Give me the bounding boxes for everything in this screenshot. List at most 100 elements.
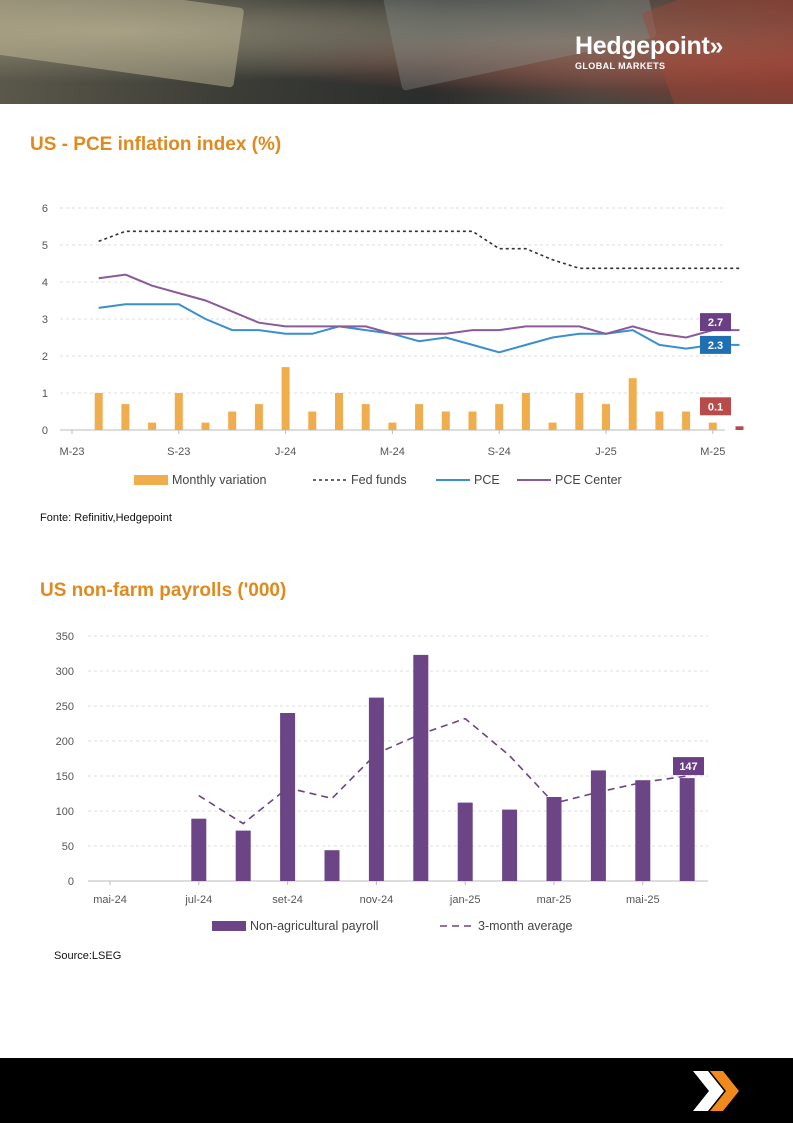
bar (148, 422, 157, 430)
value-callout (700, 335, 731, 354)
chart-1-source: Fonte: Refinitiv,Hedgepoint (40, 512, 172, 524)
y-tick-label: 350 (56, 631, 74, 643)
x-tick-label: J-24 (275, 446, 296, 458)
y-tick-label: 2 (42, 351, 48, 363)
legend-label: PCE Center (555, 473, 622, 487)
y-tick-label: 300 (56, 666, 74, 678)
series-line (98, 303, 740, 354)
bar (575, 393, 584, 430)
bar (602, 404, 610, 430)
bar (254, 404, 263, 430)
legend-label: PCE (474, 473, 500, 487)
chart-2-source: Source:LSEG (54, 950, 122, 962)
x-tick-label: nov-24 (360, 894, 394, 906)
x-tick-label: set-24 (272, 894, 303, 906)
legend-swatch (212, 921, 246, 931)
x-tick-label: jan-25 (449, 894, 481, 906)
bar (655, 411, 664, 430)
y-tick-label: 6 (42, 203, 48, 215)
bar (521, 393, 530, 430)
series-line (198, 717, 688, 825)
bar (548, 422, 557, 430)
legend-label: Monthly variation (172, 473, 267, 487)
bar (546, 797, 562, 881)
chart-2-title: US non-farm payrolls ('000) (40, 580, 287, 601)
legend-swatch (134, 475, 168, 485)
footer-bar (0, 1058, 793, 1123)
payrolls-chart: 0 50 100 150 200 250 300 350 mai-24 jul-24 set-24 n… (56, 631, 708, 933)
x-tick-label: M-24 (380, 446, 405, 458)
bar (281, 367, 290, 430)
bar (368, 697, 384, 881)
value-callout (700, 397, 731, 416)
x-tick-label: mar-25 (537, 894, 572, 906)
bar (121, 404, 130, 430)
bar (235, 830, 251, 881)
y-tick-label: 100 (56, 806, 74, 818)
bar (635, 780, 651, 881)
bar (388, 422, 397, 430)
bar (324, 850, 340, 881)
brand-name: Hedgepoint (575, 32, 710, 60)
bar (361, 404, 370, 430)
value-callout-label: 2.3 (708, 340, 723, 352)
bar (682, 411, 691, 430)
x-tick-label: mai-25 (626, 894, 660, 906)
hedgepoint-chevron-icon (693, 1071, 739, 1111)
bar (590, 770, 606, 881)
bar (679, 778, 695, 881)
bar (708, 422, 717, 430)
y-tick-label: 150 (56, 771, 74, 783)
x-tick-label: S-23 (167, 446, 190, 458)
bar (335, 393, 343, 430)
x-tick-label: M-23 (59, 446, 84, 458)
legend-label: 3-month average (478, 919, 573, 933)
value-callout (673, 757, 704, 776)
x-tick-label: mai-24 (93, 894, 127, 906)
bar (280, 713, 296, 881)
series-line (98, 273, 740, 339)
bar (735, 426, 744, 430)
y-tick-label: 50 (62, 841, 74, 853)
bar (201, 422, 210, 430)
bar (441, 411, 450, 430)
brand-logo: Hedgepoint» GLOBAL MARKETS (575, 32, 723, 71)
bar (457, 802, 473, 881)
bar (468, 411, 477, 430)
bar (228, 411, 237, 430)
x-tick-label: M-25 (700, 446, 725, 458)
bar (413, 654, 429, 881)
chart-1-title: US - PCE inflation index (%) (30, 134, 282, 155)
y-tick-label: 0 (68, 876, 74, 888)
y-tick-label: 1 (42, 388, 48, 400)
banknote-decoration (0, 0, 245, 88)
y-tick-label: 0 (42, 425, 48, 437)
bar (502, 809, 518, 881)
legend-label: Fed funds (351, 473, 407, 487)
x-tick-label: jul-24 (184, 894, 212, 906)
bar (94, 393, 103, 430)
y-tick-label: 250 (56, 701, 74, 713)
header-banner: Hedgepoint» GLOBAL MARKETS (0, 0, 793, 104)
value-callout-label: 147 (679, 761, 697, 773)
value-callout (700, 313, 731, 332)
bar (628, 378, 637, 430)
bar (415, 404, 424, 430)
value-callout-label: 0.1 (708, 401, 723, 413)
legend-label: Non-agricultural payroll (250, 919, 379, 933)
x-tick-label: J-25 (595, 446, 616, 458)
y-tick-label: 3 (42, 314, 48, 326)
value-callout-label: 2.7 (708, 317, 723, 329)
y-tick-label: 200 (56, 736, 74, 748)
bar (191, 818, 207, 881)
bar (495, 404, 504, 430)
y-tick-label: 5 (42, 240, 48, 252)
brand-tagline: GLOBAL MARKETS (575, 61, 666, 71)
bar (308, 411, 317, 430)
brand-chevrons: » (709, 32, 724, 60)
bar (174, 393, 183, 430)
pce-chart: 0 1 2 3 4 5 6 M-23 S-23 J-24 M-24 S-24 J-25 M-25 2.7 2.… (42, 203, 744, 487)
series-line (98, 230, 740, 270)
x-tick-label: S-24 (488, 446, 511, 458)
y-tick-label: 4 (42, 277, 48, 289)
